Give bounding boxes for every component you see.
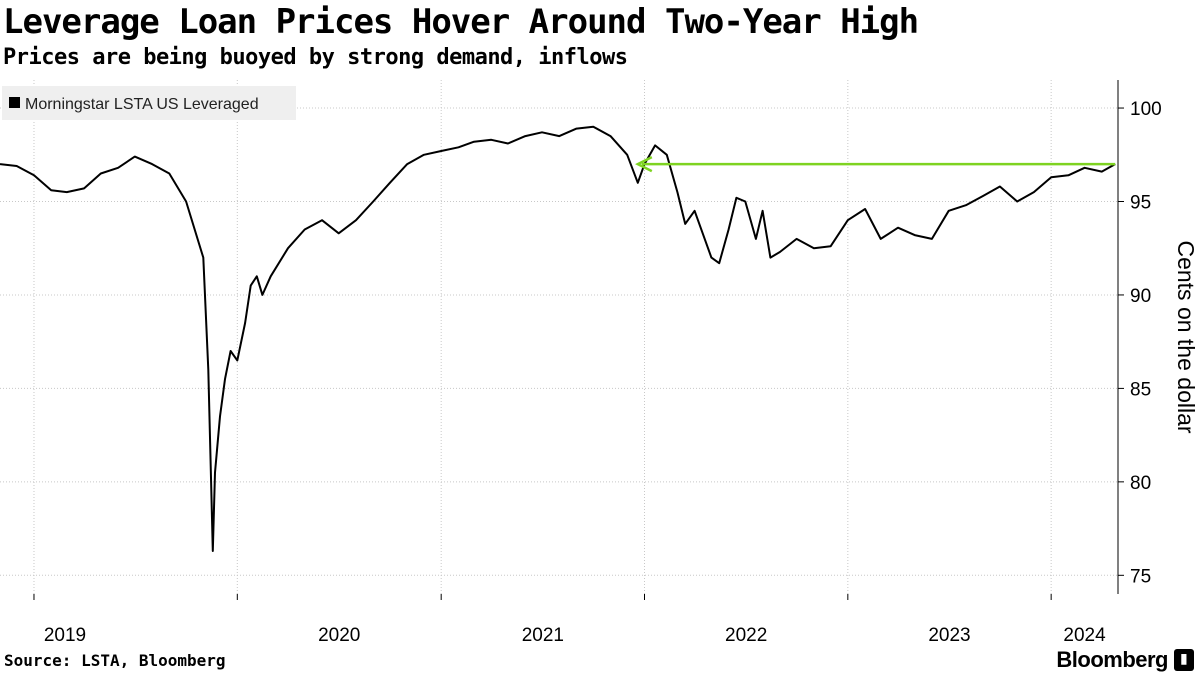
- chart-subtitle: Prices are being buoyed by strong demand…: [3, 45, 628, 70]
- legend-box: [2, 86, 296, 120]
- y-tick-label: 85: [1130, 379, 1151, 400]
- source-note: Source: LSTA, Bloomberg: [4, 651, 226, 670]
- x-tick-label: 2020: [318, 625, 360, 646]
- x-tick-label: 2021: [522, 625, 564, 646]
- legend-label: Morningstar LSTA US Leveraged: [25, 96, 259, 113]
- series-line: [0, 125, 1116, 552]
- y-tick-label: 80: [1130, 473, 1151, 494]
- bloomberg-icon: ▮: [1174, 649, 1194, 671]
- brand-logo-text: Bloomberg: [1056, 647, 1168, 672]
- y-tick-label: 90: [1130, 286, 1151, 307]
- x-tick-label: 2024: [1063, 625, 1106, 646]
- y-axis-title: Cents on the dollar: [1173, 240, 1199, 433]
- y-tick-label: 75: [1130, 566, 1151, 587]
- legend-swatch: [9, 97, 20, 108]
- y-tick-label: 95: [1130, 192, 1151, 213]
- chart-title: Leverage Loan Prices Hover Around Two-Ye…: [3, 2, 919, 42]
- x-tick-label: 2019: [44, 625, 86, 646]
- annotation-arrow-head: [635, 155, 653, 173]
- y-tick-label: 100: [1130, 99, 1162, 120]
- legend: Morningstar LSTA US Leveraged: [2, 86, 296, 120]
- x-tick-label: 2023: [928, 625, 970, 646]
- x-tick-label: 2022: [725, 625, 767, 646]
